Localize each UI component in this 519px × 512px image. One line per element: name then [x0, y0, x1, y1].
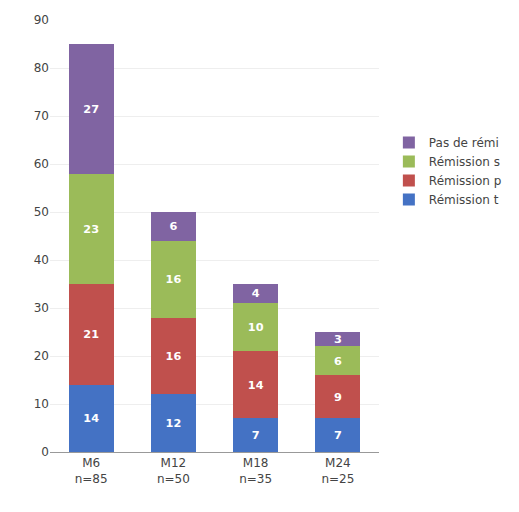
svg-text:90: 90: [34, 13, 49, 27]
svg-text:16: 16: [166, 273, 182, 286]
svg-text:60: 60: [34, 157, 49, 171]
svg-text:14: 14: [83, 412, 99, 425]
svg-text:Rémission t: Rémission t: [429, 193, 499, 207]
svg-text:M18n=35: M18n=35: [239, 456, 272, 486]
svg-text:12: 12: [166, 417, 182, 430]
svg-text:21: 21: [83, 328, 99, 341]
svg-text:M6n=85: M6n=85: [75, 456, 108, 486]
svg-text:40: 40: [34, 253, 49, 267]
svg-text:10: 10: [34, 397, 49, 411]
svg-text:10: 10: [248, 321, 264, 334]
svg-text:23: 23: [83, 223, 99, 236]
svg-text:7: 7: [334, 429, 342, 442]
svg-text:3: 3: [334, 333, 342, 346]
svg-text:7: 7: [252, 429, 260, 442]
svg-text:Rémission s: Rémission s: [429, 155, 500, 169]
svg-text:20: 20: [34, 349, 49, 363]
svg-text:14: 14: [248, 379, 264, 392]
svg-text:80: 80: [34, 61, 49, 75]
svg-text:50: 50: [34, 205, 49, 219]
svg-text:M12n=50: M12n=50: [157, 456, 190, 486]
svg-text:0: 0: [41, 445, 49, 459]
svg-text:6: 6: [334, 355, 342, 368]
svg-text:Pas de rémi: Pas de rémi: [429, 136, 499, 150]
svg-text:27: 27: [83, 103, 99, 116]
svg-text:Rémission p: Rémission p: [429, 174, 501, 188]
svg-text:70: 70: [34, 109, 49, 123]
svg-text:M24n=25: M24n=25: [321, 456, 354, 486]
svg-text:6: 6: [169, 220, 177, 233]
svg-text:30: 30: [34, 301, 49, 315]
svg-text:4: 4: [252, 287, 260, 300]
svg-text:9: 9: [334, 391, 342, 404]
svg-text:16: 16: [166, 350, 182, 363]
